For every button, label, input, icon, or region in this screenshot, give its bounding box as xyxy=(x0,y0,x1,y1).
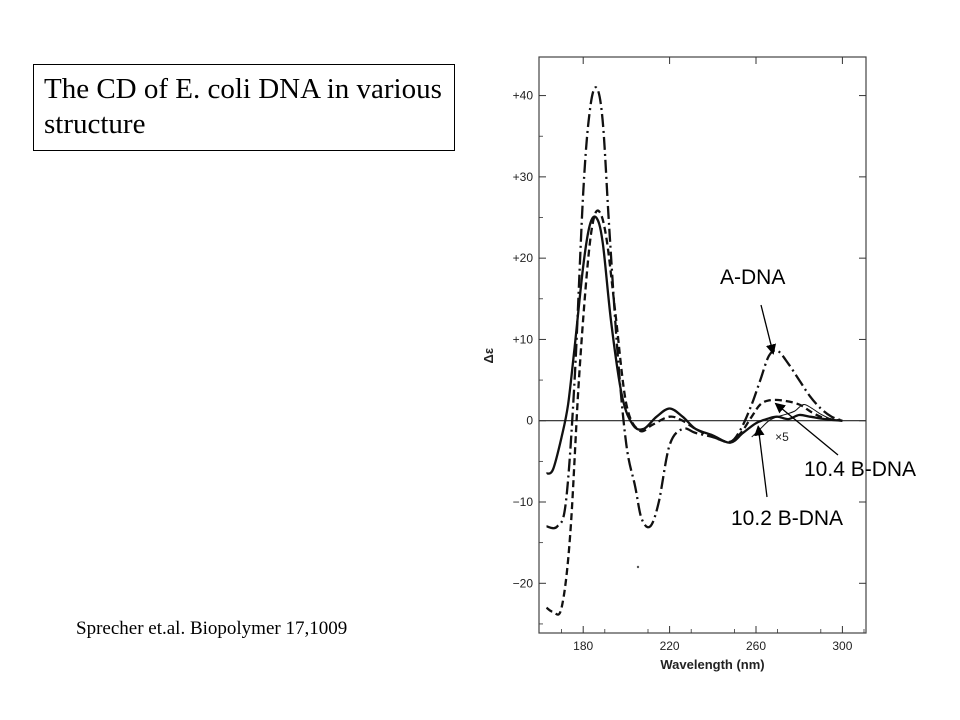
annotation-a-dna: A-DNA xyxy=(720,266,786,289)
citation: Sprecher et.al. Biopolymer 17,1009 xyxy=(76,618,348,639)
y-tick-label: −10 xyxy=(513,495,534,509)
x-tick-label: 220 xyxy=(660,639,680,653)
y-tick-label: +30 xyxy=(513,170,534,184)
y-tick-label: −20 xyxy=(513,576,534,590)
arrow-10-4-b-dna xyxy=(774,402,839,456)
y-tick-label: +10 xyxy=(513,332,534,346)
speck-dot xyxy=(636,565,640,569)
annotation-10-2-b-dna: 10.2 B-DNA xyxy=(731,507,844,530)
y-tick-label: +40 xyxy=(513,89,534,103)
series-line-10-4-b-dna-x5 xyxy=(751,403,839,438)
x-tick-label: 180 xyxy=(573,639,593,653)
y-axis-title: Δε xyxy=(481,348,496,364)
annotation-10-4-b-dna: 10.4 B-DNA xyxy=(804,458,917,481)
series-line-a-dna xyxy=(546,86,843,530)
chart-title: The CD of E. coli DNA in various structu… xyxy=(44,73,442,140)
x-tick-label: 260 xyxy=(746,639,766,653)
series-line-10-4-b-dna xyxy=(545,209,843,616)
y-tick-label: 0 xyxy=(526,414,533,428)
x-axis-title: Wavelength (nm) xyxy=(660,657,764,672)
y-tick-label: +20 xyxy=(513,251,534,265)
chart-title-box: The CD of E. coli DNA in various structu… xyxy=(33,64,455,151)
x-tick-label: 300 xyxy=(832,639,852,653)
plot-frame xyxy=(538,56,867,634)
series-line-10-2-b-dna xyxy=(545,215,843,475)
arrow-10-2-b-dna xyxy=(754,425,768,498)
annotation-x5: ×5 xyxy=(775,430,789,444)
arrow-a-dna xyxy=(760,304,777,355)
